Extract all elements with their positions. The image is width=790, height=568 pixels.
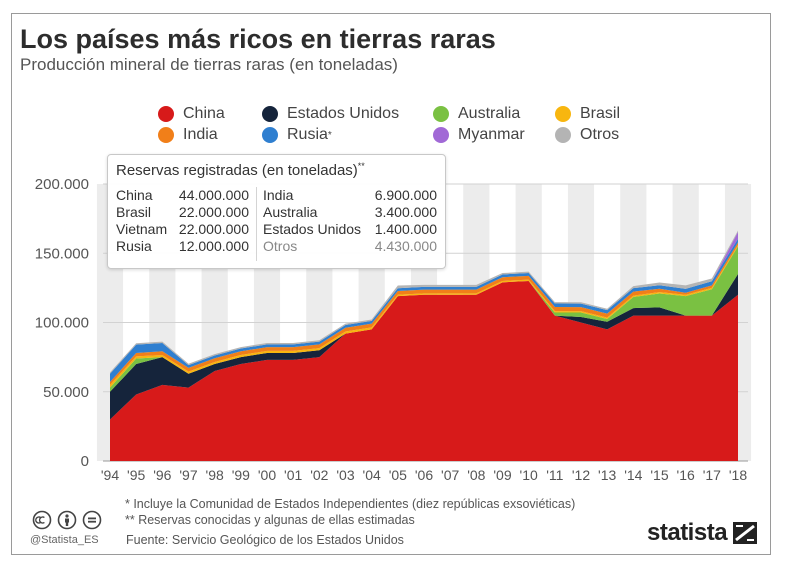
reserve-country: Vietnam <box>116 221 168 237</box>
legend-label: Australia <box>458 105 521 122</box>
reserves-footnote-mark: ** <box>357 161 365 171</box>
reserves-divider <box>256 187 257 261</box>
reserve-country: Estados Unidos <box>263 221 362 237</box>
legend-item-otros: Otros <box>555 125 619 145</box>
legend-item-rusia: Rusia * <box>262 125 332 145</box>
legend-item-brasil: Brasil <box>555 104 620 124</box>
footnote-2: ** Reservas conocidas y algunas de ellas… <box>125 513 415 527</box>
x-tick-label: '06 <box>415 467 433 483</box>
x-tick-label: '18 <box>729 467 747 483</box>
legend-swatch <box>262 106 278 122</box>
reserve-value: 3.400.000 <box>374 204 437 220</box>
x-tick-label: '02 <box>310 467 328 483</box>
area-china <box>110 280 738 461</box>
reserve-value: 44.000.000 <box>178 187 249 203</box>
legend-item-australia: Australia <box>433 104 520 124</box>
x-axis-labels: '94 '95 '96 '97 '98 '99 '00 '01 '02 '03 '04 '05 '06 '… <box>101 467 747 483</box>
y-tick-label: 100.000 <box>35 315 89 332</box>
y-tick-label: 200.000 <box>35 176 89 193</box>
source-note: Fuente: Servicio Geológico de los Estado… <box>126 533 404 547</box>
series-areas <box>110 230 738 461</box>
x-tick-label: '04 <box>363 467 381 483</box>
legend-label: Otros <box>580 126 620 143</box>
legend-label: Brasil <box>580 105 621 122</box>
reserve-country: Australia <box>263 204 318 220</box>
legend-label: India <box>183 126 218 143</box>
legend-swatch <box>158 106 174 122</box>
reserves-title: Reservas registradas (en toneladas)** <box>116 161 365 179</box>
x-tick-label: '11 <box>546 467 563 483</box>
legend-swatch <box>555 127 571 143</box>
area-india <box>110 242 738 385</box>
legend-label: China <box>183 105 225 122</box>
statista-logo-icon <box>733 522 758 544</box>
x-tick-label: '00 <box>258 467 276 483</box>
area-australia <box>110 246 738 392</box>
attribution-icon <box>57 510 77 530</box>
x-tick-label: '12 <box>572 467 590 483</box>
y-tick-label: 150.000 <box>35 245 89 262</box>
x-tick-label: '98 <box>206 467 224 483</box>
x-tick-label: '09 <box>493 467 511 483</box>
legend-label: Myanmar <box>458 126 525 143</box>
reserve-country: Otros <box>263 238 298 254</box>
x-tick-label: '17 <box>703 467 721 483</box>
reserve-value: 22.000.000 <box>178 204 249 220</box>
social-handle: @Statista_ES <box>30 534 99 546</box>
legend-swatch <box>433 127 449 143</box>
area-rusia <box>110 238 738 383</box>
reserve-country: China <box>116 187 153 203</box>
legend-item-china: China <box>158 104 225 124</box>
x-tick-label: '15 <box>650 467 668 483</box>
reserve-country: Rusia <box>116 238 152 254</box>
legend-swatch <box>555 106 571 122</box>
reserve-value: 1.400.000 <box>374 221 437 237</box>
x-tick-label: '16 <box>677 467 695 483</box>
x-tick-label: '14 <box>624 467 642 483</box>
legend-item-india: India <box>158 125 218 145</box>
reserve-value: 12.000.000 <box>178 238 249 254</box>
footnote-1: * Incluye la Comunidad de Estados Indepe… <box>125 497 576 511</box>
y-axis-labels: 0 50.000 100.000 150.000 200.000 <box>35 176 89 470</box>
reserve-value: 4.430.000 <box>374 238 437 254</box>
y-tick-label: 0 <box>81 453 89 470</box>
statista-wordmark: statista <box>647 519 728 546</box>
legend-swatch <box>262 127 278 143</box>
reserves-title-text: Reservas registradas (en toneladas) <box>116 162 358 179</box>
reserve-value: 6.900.000 <box>374 187 437 203</box>
legend-item-estados-unidos: Estados Unidos <box>262 104 399 124</box>
x-tick-label: '13 <box>598 467 616 483</box>
legend-label: Estados Unidos <box>287 105 400 122</box>
x-tick-label: '10 <box>520 467 538 483</box>
no-derivatives-icon <box>82 510 102 530</box>
chart-title: Los países más ricos en tierras raras <box>20 24 496 54</box>
legend-swatch <box>433 106 449 122</box>
x-tick-label: '96 <box>153 467 171 483</box>
legend-item-myanmar: Myanmar <box>433 125 525 145</box>
area-brasil <box>110 244 738 388</box>
reserve-country: India <box>263 187 294 203</box>
x-tick-label: '97 <box>179 467 197 483</box>
x-tick-label: '03 <box>336 467 354 483</box>
x-tick-label: '94 <box>101 467 119 483</box>
chart-subtitle: Producción mineral de tierras raras (en … <box>20 55 398 74</box>
legend-swatch <box>158 127 174 143</box>
statista-logo: statista <box>647 519 758 546</box>
reserve-value: 22.000.000 <box>178 221 249 237</box>
legend-footnote-mark: * <box>327 129 332 141</box>
x-tick-label: '01 <box>284 467 302 483</box>
reserves-box: Reservas registradas (en toneladas)** Ch… <box>107 154 446 269</box>
y-tick-label: 50.000 <box>43 384 89 401</box>
reserve-country: Brasil <box>116 204 152 220</box>
legend-label: Rusia <box>287 126 328 143</box>
x-tick-label: '07 <box>441 467 459 483</box>
x-tick-label: '05 <box>389 467 407 483</box>
creative-commons-icon <box>32 510 52 530</box>
x-tick-label: '95 <box>127 467 145 483</box>
x-tick-label: '08 <box>467 467 485 483</box>
x-tick-label: '99 <box>232 467 250 483</box>
